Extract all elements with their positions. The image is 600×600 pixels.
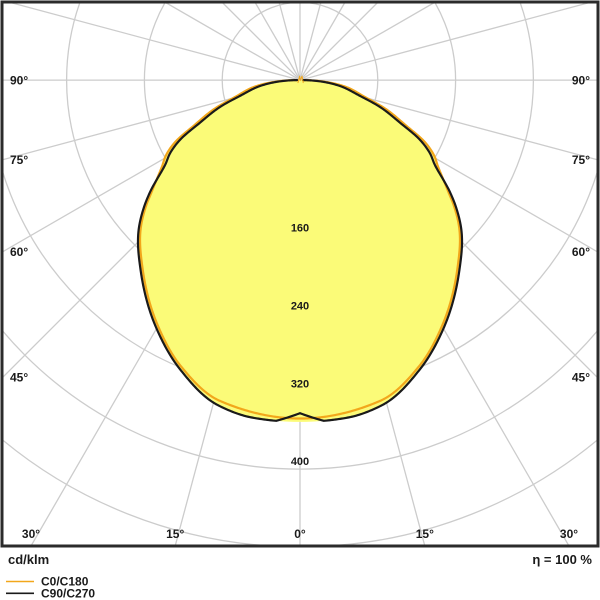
svg-text:240: 240	[291, 301, 309, 313]
svg-text:75°: 75°	[572, 153, 590, 167]
svg-text:cd/klm: cd/klm	[8, 552, 49, 567]
svg-text:30°: 30°	[560, 527, 578, 541]
svg-text:45°: 45°	[10, 370, 28, 384]
svg-text:C90/C270: C90/C270	[41, 586, 95, 600]
svg-text:0°: 0°	[294, 527, 306, 541]
svg-text:60°: 60°	[572, 245, 590, 259]
svg-text:90°: 90°	[10, 73, 28, 87]
svg-text:15°: 15°	[166, 527, 184, 541]
svg-text:60°: 60°	[10, 245, 28, 259]
svg-text:η = 100 %: η = 100 %	[532, 552, 592, 567]
svg-text:160: 160	[291, 223, 309, 235]
svg-text:400: 400	[291, 456, 309, 468]
svg-text:75°: 75°	[10, 153, 28, 167]
svg-text:45°: 45°	[572, 370, 590, 384]
svg-text:320: 320	[291, 378, 309, 390]
svg-text:15°: 15°	[416, 527, 434, 541]
svg-text:90°: 90°	[572, 73, 590, 87]
svg-text:30°: 30°	[22, 527, 40, 541]
